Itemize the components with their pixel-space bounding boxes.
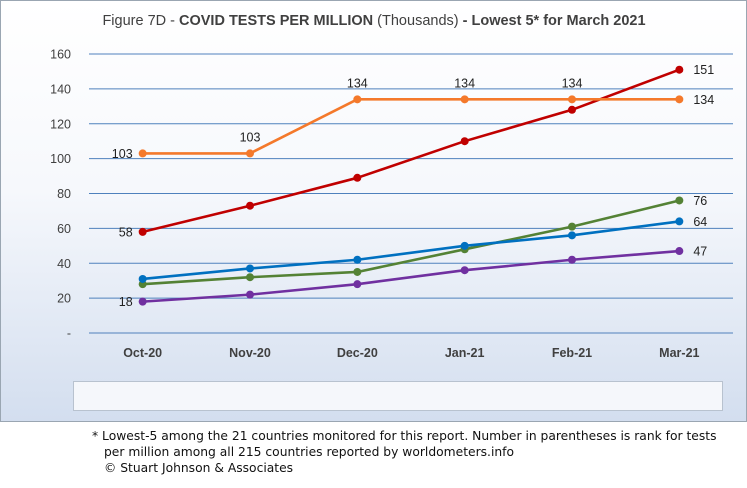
y-tick-label: -	[67, 327, 71, 341]
footnote-line-2: per million among all 215 countries repo…	[104, 445, 515, 459]
data-point	[138, 274, 147, 283]
data-label: 47	[693, 245, 707, 259]
data-point	[246, 273, 254, 282]
data-point	[353, 255, 362, 264]
data-label: 58	[119, 225, 133, 239]
plot-area: - 20 40 60 80 100 120 140 160 Oct-20 Nov-20 Dec-20 J…	[50, 48, 733, 360]
data-label: 18	[119, 295, 133, 309]
data-point	[568, 222, 576, 231]
y-tick-label: 20	[57, 292, 71, 306]
data-point	[675, 196, 684, 205]
data-label: 134	[454, 76, 475, 90]
chart-title: Figure 7D - COVID TESTS PER MILLION (Tho…	[102, 13, 645, 29]
chart-frame: Figure 7D - COVID TESTS PER MILLION (Tho…	[0, 0, 747, 422]
data-label: 151	[693, 63, 714, 77]
data-point	[353, 280, 362, 289]
data-point	[138, 227, 147, 236]
data-point	[246, 264, 254, 273]
data-point	[675, 95, 684, 104]
line-chart: Figure 7D - COVID TESTS PER MILLION (Tho…	[50, 13, 733, 403]
data-point	[568, 255, 576, 264]
data-point	[138, 149, 147, 158]
data-point	[246, 201, 254, 210]
data-point	[353, 173, 362, 182]
data-label: 134	[347, 76, 368, 90]
data-point	[246, 290, 254, 299]
data-point	[675, 247, 684, 256]
data-point	[568, 231, 576, 240]
x-tick-label: Dec-20	[337, 346, 378, 360]
x-tick-label: Oct-20	[123, 346, 162, 360]
x-tick-label: Jan-21	[445, 346, 485, 360]
data-point	[138, 297, 147, 306]
series-line	[142, 68, 680, 234]
data-label: 134	[693, 93, 714, 107]
footnote-line-1: * Lowest-5 among the 21 countries monito…	[92, 429, 717, 443]
y-tick-label: 120	[50, 117, 71, 131]
y-tick-label: 80	[57, 187, 71, 201]
y-tick-label: 100	[50, 152, 71, 166]
chart-title-main: COVID TESTS PER MILLION	[179, 13, 373, 29]
y-tick-label: 160	[50, 48, 71, 62]
footnote-copyright: © Stuart Johnson & Associates	[104, 461, 294, 475]
series-line	[142, 249, 680, 303]
y-tick-label: 60	[57, 222, 71, 236]
series-line	[142, 199, 680, 286]
data-label: 76	[693, 194, 707, 208]
data-point	[460, 137, 469, 146]
legend	[73, 381, 723, 411]
x-tick-label: Feb-21	[552, 346, 592, 360]
y-tick-label: 140	[50, 82, 71, 96]
chart-title-prefix: Figure 7D -	[102, 13, 179, 29]
data-point	[353, 267, 362, 276]
data-label: 134	[562, 76, 583, 90]
data-point	[246, 149, 254, 158]
series-line	[142, 220, 680, 281]
data-point	[568, 105, 576, 114]
x-tick-label: Mar-21	[659, 346, 699, 360]
data-point	[460, 266, 469, 275]
footnote: * Lowest-5 among the 21 countries monito…	[92, 428, 732, 476]
data-point	[568, 95, 576, 104]
data-point	[675, 217, 684, 226]
data-label: 103	[240, 130, 261, 144]
series-line	[142, 98, 680, 155]
data-point	[353, 95, 362, 104]
data-point	[460, 95, 469, 104]
chart-title-units: (Thousands)	[373, 13, 462, 29]
data-label: 64	[693, 215, 707, 229]
data-point	[460, 241, 469, 250]
data-point	[675, 65, 684, 74]
y-tick-label: 40	[57, 257, 71, 271]
x-tick-label: Nov-20	[229, 346, 271, 360]
data-label: 103	[112, 147, 133, 161]
chart-title-subtitle: - Lowest 5* for March 2021	[463, 13, 646, 29]
